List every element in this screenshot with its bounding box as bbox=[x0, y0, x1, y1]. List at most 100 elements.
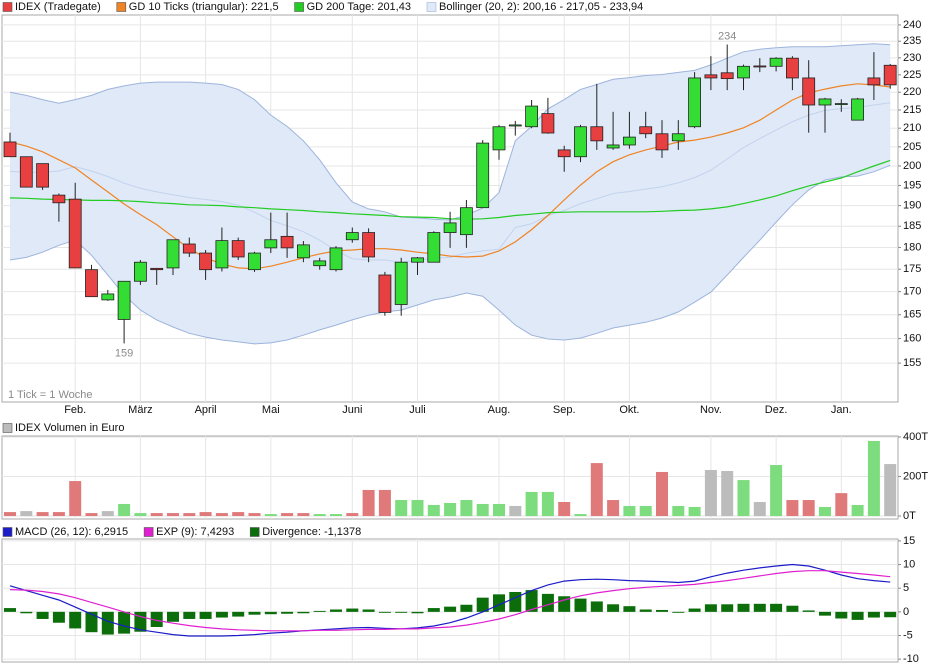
divergence-bar bbox=[558, 596, 571, 612]
legend-swatch bbox=[2, 423, 13, 433]
legend-label: EXP (9): 7,4293 bbox=[156, 526, 234, 538]
divergence-bar bbox=[20, 611, 33, 614]
legend-label: IDEX Volumen in Euro bbox=[15, 422, 124, 434]
candle-body bbox=[590, 126, 604, 142]
divergence-bar bbox=[476, 597, 489, 612]
divergence-bar bbox=[672, 611, 685, 613]
candle-body bbox=[362, 232, 376, 258]
y-tick-label: 225 bbox=[903, 69, 921, 81]
divergence-bar bbox=[4, 608, 16, 612]
divergence-bar bbox=[101, 611, 114, 635]
y-tick-label: 180 bbox=[903, 241, 921, 253]
volume-bar bbox=[427, 504, 440, 517]
bollinger-middle bbox=[9, 102, 891, 263]
legend-swatch bbox=[294, 2, 304, 12]
candle-body bbox=[459, 207, 473, 236]
candle-body bbox=[769, 57, 783, 67]
volume-bar bbox=[362, 489, 375, 517]
candle-body bbox=[329, 247, 343, 271]
candle-body bbox=[117, 280, 131, 320]
volume-bar bbox=[656, 471, 668, 517]
divergence-bar bbox=[150, 611, 163, 627]
candle-body bbox=[3, 141, 17, 158]
divergence-bar bbox=[427, 608, 440, 612]
volume-bar bbox=[215, 513, 228, 517]
volume-bar bbox=[476, 503, 489, 517]
divergence-bar bbox=[509, 591, 522, 612]
volume-bar bbox=[493, 503, 505, 517]
x-tick-label: Aug. bbox=[488, 404, 511, 416]
candle-body bbox=[345, 232, 359, 241]
divergence-bar bbox=[264, 611, 277, 615]
x-tick-label: Juli bbox=[409, 404, 426, 416]
divergence-bar bbox=[167, 611, 179, 622]
legend-swatch bbox=[116, 2, 127, 12]
volume-bar bbox=[786, 500, 799, 517]
volume-bar bbox=[85, 513, 98, 517]
candle-body bbox=[606, 144, 620, 149]
candle-body bbox=[166, 239, 180, 269]
divergence-bar bbox=[378, 611, 391, 613]
candle-body bbox=[688, 77, 701, 128]
legend-label: MACD (26, 12): 6,2915 bbox=[15, 526, 128, 538]
x-tick-label: Dez. bbox=[765, 404, 788, 416]
candle-body bbox=[378, 274, 392, 313]
y-tick-label: 160 bbox=[903, 332, 921, 344]
divergence-bar bbox=[215, 611, 228, 618]
volume-bar bbox=[558, 502, 571, 517]
divergence-bar bbox=[52, 611, 65, 623]
y-tick-label: 220 bbox=[903, 86, 921, 98]
volume-bar bbox=[639, 505, 652, 517]
volume-bar bbox=[444, 502, 457, 517]
volume-bar bbox=[313, 514, 326, 517]
volume-bar bbox=[183, 513, 196, 517]
divergence-bar bbox=[656, 609, 668, 612]
candle-body bbox=[834, 103, 848, 105]
volume-bar bbox=[199, 512, 212, 517]
divergence-bar bbox=[281, 611, 294, 614]
x-tick-label: Mai bbox=[262, 404, 280, 416]
candle-body bbox=[851, 98, 864, 121]
volume-bar bbox=[167, 513, 179, 517]
volume-bar bbox=[509, 505, 522, 517]
volume-bar bbox=[525, 491, 538, 517]
volume-bar bbox=[802, 500, 815, 517]
y-tick-label: -5 bbox=[903, 629, 913, 641]
candle-body bbox=[753, 65, 767, 68]
candle-body bbox=[199, 252, 213, 271]
y-tick-label: 205 bbox=[903, 141, 921, 153]
volume-bar bbox=[264, 514, 277, 517]
candle-body bbox=[623, 136, 636, 146]
candle-body bbox=[639, 126, 653, 135]
volume-bar bbox=[851, 504, 864, 517]
candle-body bbox=[720, 72, 734, 80]
candle-body bbox=[101, 293, 115, 301]
candle-body bbox=[883, 64, 897, 86]
legend-label: Divergence: -1,1378 bbox=[262, 526, 361, 538]
divergence-bar bbox=[85, 611, 98, 633]
legend-swatch bbox=[426, 2, 437, 12]
candle-body bbox=[655, 133, 669, 151]
y-tick-label: 200T bbox=[903, 470, 928, 482]
candle-body bbox=[525, 105, 538, 128]
volume-bar bbox=[378, 489, 391, 517]
candle-body bbox=[280, 235, 294, 249]
volume-bar bbox=[4, 512, 16, 517]
divergence-bar bbox=[819, 611, 831, 616]
divergence-bar bbox=[623, 606, 636, 612]
divergence-bar bbox=[884, 611, 897, 618]
divergence-bar bbox=[590, 601, 603, 612]
divergence-bar bbox=[362, 609, 375, 612]
volume-bar bbox=[460, 500, 473, 517]
divergence-bar bbox=[688, 608, 701, 612]
y-tick-label: 240 bbox=[903, 19, 921, 31]
y-tick-label: 400T bbox=[903, 431, 928, 443]
candle-body bbox=[671, 133, 685, 142]
y-tick-label: 190 bbox=[903, 200, 921, 212]
volume-bar bbox=[623, 505, 636, 517]
candle-body bbox=[133, 261, 147, 282]
volume-bar bbox=[672, 505, 685, 517]
volume-bar bbox=[590, 463, 603, 517]
line bbox=[9, 83, 891, 270]
volume-bar bbox=[150, 513, 163, 517]
